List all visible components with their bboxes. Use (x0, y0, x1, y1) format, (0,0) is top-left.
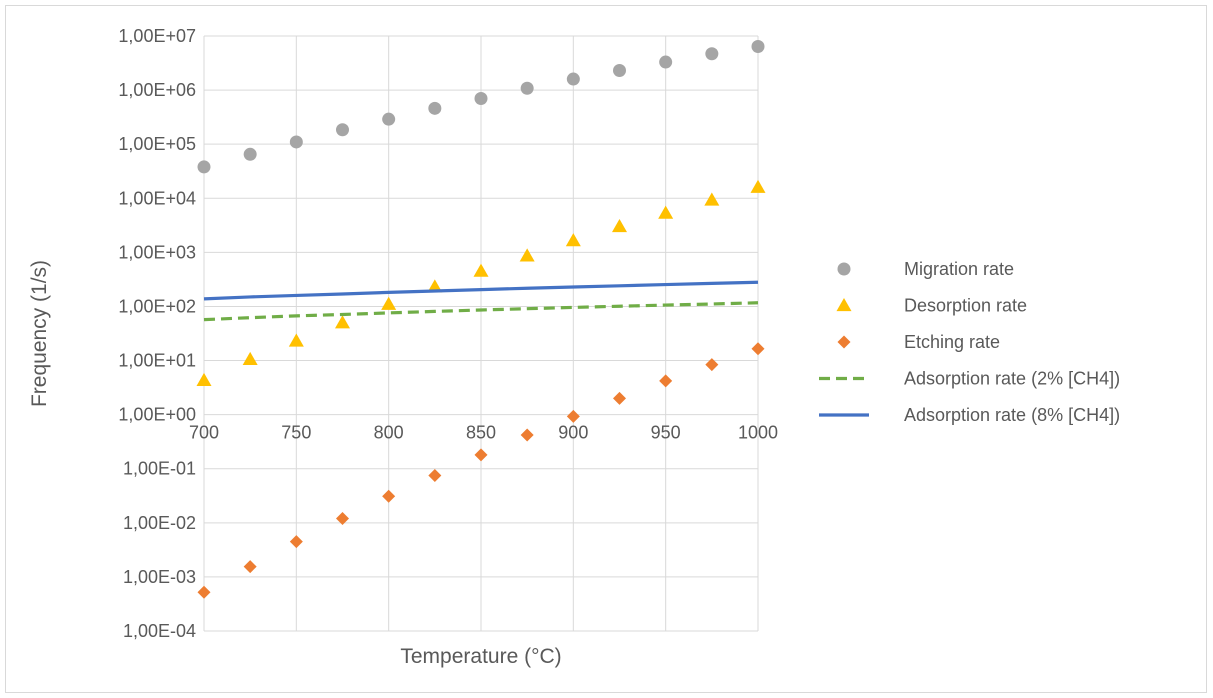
series-3 (203, 301, 759, 322)
data-point (658, 205, 674, 219)
y-tick-label: 1,00E+07 (118, 26, 196, 46)
x-tick-label: 700 (189, 423, 219, 443)
data-point (474, 448, 488, 462)
y-tick-label: 1,00E+06 (118, 80, 196, 100)
y-tick-label: 1,00E+02 (118, 296, 196, 316)
legend-item: Adsorption rate (2% [CH4]) (819, 369, 1120, 389)
x-tick-labels: 700 750 800 850 900 950 1000 (189, 423, 778, 443)
data-point (242, 351, 258, 366)
legend-swatch (836, 298, 852, 312)
data-point (382, 112, 396, 126)
y-tick-labels: 1,00E+07 1,00E+06 1,00E+05 1,00E+04 1,00E+03… (118, 26, 196, 641)
y-tick-label: 1,00E+00 (118, 405, 196, 425)
data-point (705, 358, 719, 372)
legend-item: Desorption rate (836, 296, 1027, 316)
x-axis-title: Temperature (°C) (400, 645, 561, 668)
y-tick-label: 1,00E+01 (118, 351, 196, 371)
data-point (197, 160, 211, 174)
legend-label: Adsorption rate (8% [CH4]) (904, 405, 1120, 425)
data-point (336, 512, 349, 526)
data-point (705, 47, 719, 61)
data-point (613, 64, 626, 78)
data-point (382, 489, 396, 503)
legend-item: Etching rate (837, 332, 1000, 352)
legend-label: Etching rate (904, 332, 1000, 352)
y-tick-label: 1,00E-03 (123, 567, 196, 587)
data-point (473, 263, 489, 277)
data-point (196, 372, 212, 386)
data-point (613, 391, 626, 405)
legend-item: Adsorption rate (8% [CH4]) (819, 405, 1120, 425)
series-layer (196, 39, 766, 599)
y-tick-label: 1,00E-02 (123, 513, 196, 533)
data-point (659, 55, 673, 69)
chart-canvas: 1,00E+07 1,00E+06 1,00E+05 1,00E+04 1,00E+03… (28, 26, 1120, 668)
data-point (520, 428, 534, 442)
data-point (566, 72, 580, 86)
data-point (520, 81, 534, 95)
y-tick-label: 1,00E+04 (118, 188, 196, 208)
series-4 (203, 280, 759, 301)
data-point (704, 192, 720, 206)
data-point (519, 248, 535, 262)
legend-swatch (837, 335, 851, 349)
data-point (243, 560, 257, 574)
y-tick-label: 1,00E-01 (123, 459, 196, 479)
data-point (751, 342, 765, 356)
grid (203, 35, 759, 632)
chart-frame: 1,00E+07 1,00E+06 1,00E+05 1,00E+04 1,00E+03… (5, 5, 1207, 693)
data-point (612, 219, 627, 233)
data-point (750, 179, 766, 193)
data-point (197, 585, 211, 599)
data-point (428, 468, 442, 482)
legend-swatch (837, 262, 851, 276)
legend-label: Migration rate (904, 259, 1014, 279)
data-point (289, 135, 303, 149)
data-point (565, 233, 581, 247)
data-point (288, 333, 304, 347)
data-point (428, 101, 442, 115)
data-point (751, 39, 765, 53)
series-0 (197, 39, 765, 174)
legend-item: Migration rate (837, 259, 1014, 279)
data-point (566, 409, 580, 423)
data-point (336, 123, 349, 137)
series-line (203, 301, 759, 322)
x-tick-label: 850 (466, 423, 496, 443)
x-tick-label: 950 (651, 423, 681, 443)
data-point (659, 374, 673, 388)
data-point (381, 296, 397, 310)
series-line (203, 280, 759, 301)
y-axis-title: Frequency (1/s) (28, 260, 51, 407)
data-point (335, 315, 350, 329)
data-point (289, 535, 303, 549)
legend-label: Desorption rate (904, 296, 1027, 316)
data-point (243, 147, 257, 161)
y-tick-label: 1,00E+03 (118, 242, 196, 262)
data-point (474, 91, 488, 105)
series-1 (196, 179, 766, 386)
x-tick-label: 800 (374, 423, 404, 443)
y-tick-label: 1,00E-04 (123, 621, 196, 641)
y-tick-label: 1,00E+05 (118, 134, 196, 154)
legend-label: Adsorption rate (2% [CH4]) (904, 369, 1120, 389)
data-point (427, 279, 443, 293)
series-2 (197, 342, 765, 599)
legend: Migration rate Desorption rate Etching rat… (819, 259, 1120, 425)
x-tick-label: 900 (558, 423, 588, 443)
x-tick-label: 750 (281, 423, 311, 443)
x-tick-label: 1000 (738, 423, 778, 443)
